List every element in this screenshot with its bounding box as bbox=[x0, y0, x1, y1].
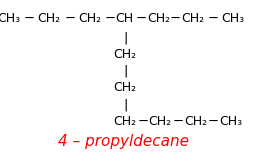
Text: −: − bbox=[170, 12, 181, 25]
Text: CH₂: CH₂ bbox=[78, 12, 101, 25]
Text: |: | bbox=[123, 99, 127, 112]
Text: −: − bbox=[24, 12, 35, 25]
Text: −: − bbox=[64, 12, 76, 25]
Text: |: | bbox=[123, 65, 127, 78]
Text: −: − bbox=[136, 12, 147, 25]
Text: |: | bbox=[123, 31, 127, 44]
Text: 4 – propyldecane: 4 – propyldecane bbox=[58, 134, 189, 149]
Text: −: − bbox=[173, 115, 184, 128]
Text: −: − bbox=[208, 12, 219, 25]
Text: CH₂: CH₂ bbox=[114, 48, 137, 61]
Text: CH₂: CH₂ bbox=[38, 12, 60, 25]
Text: CH₂: CH₂ bbox=[184, 115, 207, 128]
Text: −: − bbox=[208, 115, 219, 128]
Text: CH₂: CH₂ bbox=[147, 12, 170, 25]
Text: CH₃: CH₃ bbox=[221, 12, 244, 25]
Text: CH₃: CH₃ bbox=[220, 115, 242, 128]
Text: CH₂: CH₂ bbox=[149, 115, 172, 128]
Text: −: − bbox=[138, 115, 149, 128]
Text: −: − bbox=[104, 12, 115, 25]
Text: CH₂: CH₂ bbox=[114, 115, 137, 128]
Text: CH₃: CH₃ bbox=[0, 12, 20, 25]
Text: CH₂: CH₂ bbox=[182, 12, 205, 25]
Text: CH₂: CH₂ bbox=[114, 81, 137, 94]
Text: CH: CH bbox=[116, 12, 134, 25]
